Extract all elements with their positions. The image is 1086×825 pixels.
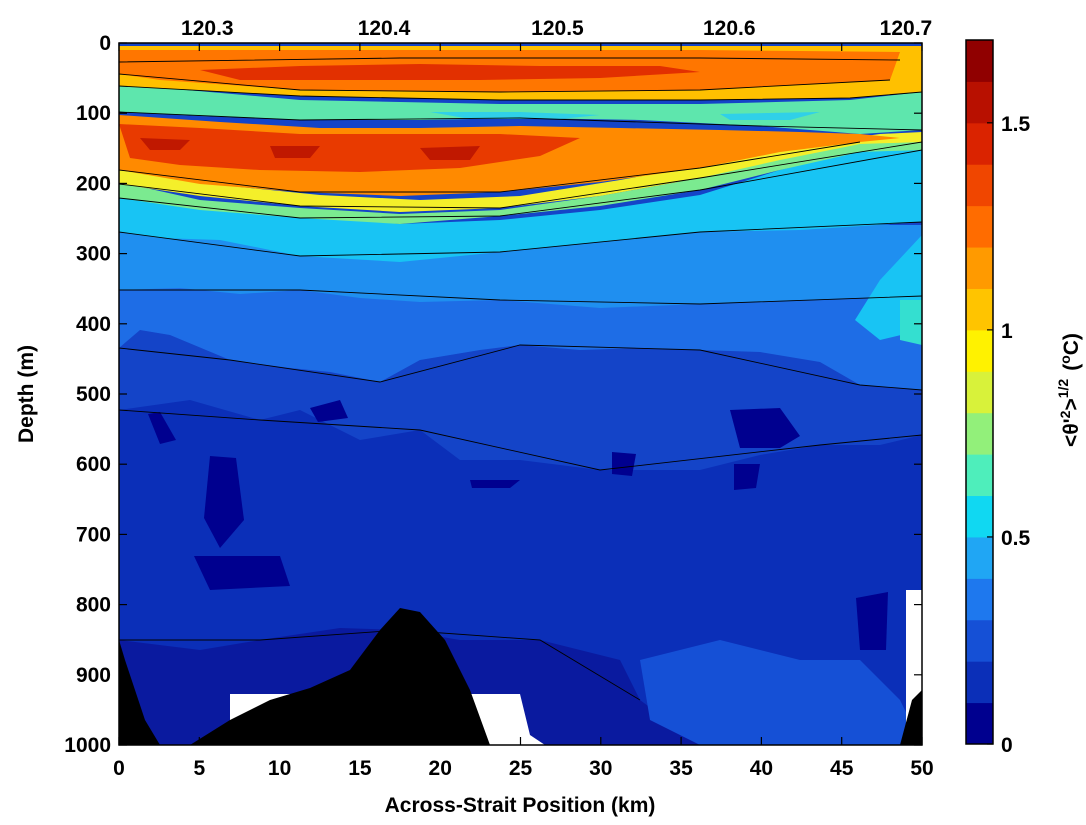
x-tick-label: 40 [750,757,773,780]
dark-patch-6 [194,556,290,590]
x-tick-label: 25 [509,757,533,780]
x-tick-label: 5 [193,757,205,780]
blue-lower-right [640,640,922,745]
y-axis: 0 100 200 300 400 500 600 700 800 900 1000 [64,32,922,757]
x-tick-label: 30 [589,757,612,780]
band-300m [119,225,922,308]
x-tick-label: 15 [348,757,372,780]
subsurface-core-darkred [140,138,480,160]
x-tick-label: 10 [268,757,291,780]
band-400m [119,282,922,390]
x-tick-label: 35 [669,757,693,780]
top-axis: 120.3 120.4 120.5 120.6 120.7 [181,17,932,40]
colorbar-tick-label: 1 [1001,320,1013,343]
colorbar-level [966,371,993,414]
colorbar-level [966,205,993,248]
colorbar-level [966,122,993,165]
band-gap-green [119,84,922,134]
band-250m [119,148,922,340]
bathymetry-left [119,640,160,745]
colorbar-frame [965,39,994,745]
bathymetry-right [900,690,922,745]
dark-patch-2 [148,412,176,444]
colorbar-tick-label: 1.5 [1001,113,1031,136]
dark-patch-5 [612,452,636,476]
y-tick-label: 200 [76,172,111,195]
top-tick-label: 120.7 [880,17,933,40]
colorbar-level [966,412,993,455]
colorbar-label-unit: ( [1060,364,1083,371]
surface-layer-red [200,64,700,80]
dark-patch-7 [734,464,760,490]
colorbar-tick-label: 0 [1001,734,1013,757]
x-tick-label: 20 [429,757,452,780]
y-tick-label: 600 [76,453,111,476]
colorbar-level [966,329,993,372]
y-tick-label: 900 [76,664,111,687]
colorbar-label-deg: o [1057,355,1073,364]
y-tick-label: 300 [76,243,111,266]
dark-patch-4 [730,408,800,448]
dark-patch-9 [470,480,520,488]
dark-patch-1 [310,400,348,422]
top-tick-label: 120.5 [531,17,584,40]
y-tick-label: 400 [76,313,111,336]
colorbar-level [966,619,993,662]
y-tick-label: 800 [76,594,111,617]
y-axis-label: Depth (m) [15,345,38,443]
x-tick-label: 0 [113,757,125,780]
colorbar-label-sq: 2 [1057,410,1073,418]
top-tick-label: 120.3 [181,17,234,40]
colorbar-level [966,247,993,289]
colorbar-level [966,40,993,82]
y-tick-label: 500 [76,383,111,406]
colorbar-ticks: 0 0.5 1 1.5 [987,113,1031,757]
plot-area [119,43,922,745]
right-edge-cyan [900,300,922,345]
dark-patch-3 [204,456,244,548]
bathymetry-ridge [190,608,490,745]
colorbar-label: <θ'2>1/2 (oC) [1055,333,1083,447]
y-tick-label: 700 [76,523,111,546]
colorbar-label-main: <θ' [1060,418,1083,447]
colorbar-tick-label: 0.5 [1001,527,1031,550]
x-axis-label: Across-Strait Position (km) [385,794,656,817]
x-tick-label: 50 [910,757,933,780]
colorbar-level [966,661,993,704]
colorbar-level [966,454,993,497]
colorbar-level [966,495,993,538]
x-tick-label: 45 [830,757,854,780]
top-tick-label: 120.6 [703,17,756,40]
colorbar-level [966,288,993,331]
colorbar-label-end: C) [1060,333,1083,355]
colorbar-level [966,164,993,207]
colorbar-level [966,536,993,579]
x-axis: 0 5 10 15 20 25 30 35 40 45 50 [113,43,934,780]
colorbar-level [966,702,993,745]
colorbar-level [966,81,993,124]
colorbar [966,40,993,745]
colorbar-label-exp: 1/2 [1055,379,1071,399]
y-tick-label: 100 [76,102,111,125]
y-tick-label: 0 [99,32,111,55]
colorbar-label-close: > [1060,398,1083,410]
dark-patch-8 [856,592,888,650]
contour-lines [119,57,922,701]
top-tick-label: 120.4 [358,17,411,40]
colorbar-level [966,578,993,621]
y-tick-label: 1000 [64,734,111,757]
